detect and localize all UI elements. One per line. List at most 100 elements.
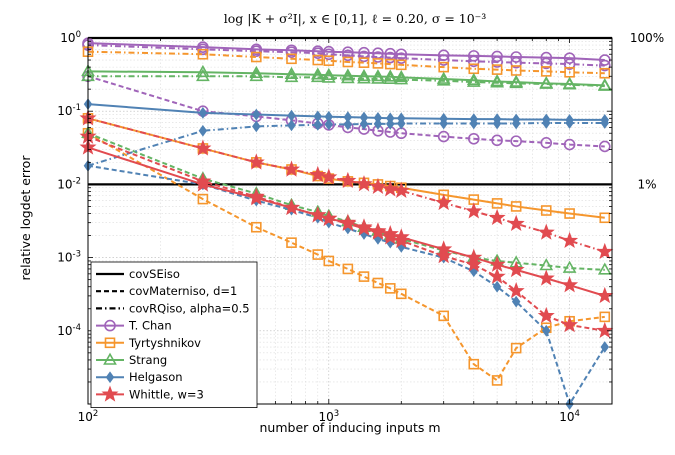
data-point [252,120,261,133]
data-point [510,56,522,69]
data-point [599,212,611,224]
series-line [87,164,606,407]
data-point [249,68,264,82]
data-point [394,69,409,83]
data-point [312,249,324,260]
data-point [596,321,614,339]
data-point [435,247,453,264]
y-tick-label: 10-2 [57,176,81,191]
y-axis-label: relative logdet error [18,155,33,281]
data-point [386,118,395,130]
data-point [196,68,210,82]
data-point [492,280,502,293]
data-point [490,75,504,88]
data-point [252,108,261,121]
data-point [384,283,396,294]
data-point [491,56,503,68]
data-point [561,231,579,248]
data-point [372,58,384,69]
data-point [282,198,301,215]
data-point [537,269,555,286]
data-point [467,132,480,145]
x-tick-label: 104 [559,409,580,424]
data-point [320,209,338,226]
data-point [469,117,479,130]
y-tick-label: 10-1 [57,103,81,118]
legend: covSEiso covMaterniso, d=1 covRQiso, alpha… [90,261,258,409]
data-point [194,172,212,189]
data-point [540,137,553,149]
data-point [250,45,263,58]
data-point [383,71,398,84]
data-point [600,117,610,129]
data-point [466,72,481,86]
data-point [435,193,453,211]
data-point [468,63,480,75]
chart-title: log |K + σ²I|, x ∈ [0,1], ℓ = 0.20, σ = … [224,11,487,26]
data-point [397,117,406,130]
data-point [491,134,503,147]
data-point [342,49,354,62]
data-point [507,214,525,231]
legend-label: covSEiso [129,267,180,281]
series [82,39,611,72]
data-point [383,69,398,82]
data-point [285,46,298,58]
data-point [600,341,610,353]
data-point [492,117,502,130]
legend-label: covRQiso, alpha=0.5 [129,301,250,315]
data-point [596,242,614,260]
data-point [342,56,354,68]
series-line [87,103,605,121]
data-point [562,77,577,90]
data-point [284,69,299,83]
legend-label: Tyrtyshnikov [128,336,201,350]
data-point [465,202,483,219]
data-point [437,54,450,66]
data-point [287,119,296,132]
data-point [321,67,336,81]
legend-marker [104,337,116,349]
data-point [465,255,483,272]
data-point [196,64,210,78]
data-point [507,260,525,278]
data-point [597,78,612,91]
data-point [358,271,370,282]
data-point [491,64,503,75]
legend-label: Whittle, w=3 [129,387,204,401]
legend-marker [103,352,117,365]
data-point [468,358,480,370]
data-point [510,342,522,354]
data-point [395,288,407,300]
reference-line-label: 100% [630,31,664,45]
data-point [437,130,450,143]
data-point [511,117,521,130]
data-point [198,106,208,119]
data-point [537,306,555,324]
data-point [491,375,503,386]
data-point [381,228,399,245]
data-point [438,61,449,73]
data-point [491,198,503,209]
data-point [384,47,397,60]
data-point [381,180,399,197]
data-point [197,193,209,205]
data-point [359,118,369,130]
data-point [510,65,522,76]
data-point [340,71,355,84]
legend-box [90,261,258,409]
y-tick-label: 10-3 [57,250,81,265]
data-point [540,66,552,77]
series-line [88,75,605,88]
data-point [313,119,323,131]
data-point [282,160,301,177]
data-point [436,73,451,86]
series-line [87,70,605,87]
data-point [286,237,297,248]
data-point [467,50,480,62]
legend-label: Helgason [129,370,183,384]
data-point [339,214,357,231]
legend-marker [104,319,116,332]
x-tick-label: 103 [318,409,339,424]
data-point [357,68,371,82]
